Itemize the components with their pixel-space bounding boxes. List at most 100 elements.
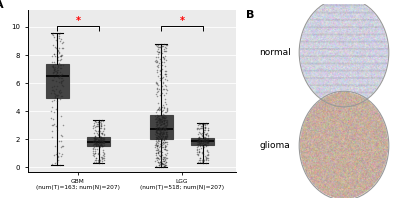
Point xyxy=(154,135,161,138)
Point xyxy=(94,138,101,141)
Point xyxy=(58,63,64,66)
Point xyxy=(162,100,168,104)
Point xyxy=(154,128,160,132)
Point xyxy=(97,138,104,141)
Point xyxy=(159,120,165,123)
Point xyxy=(164,140,170,144)
PathPatch shape xyxy=(46,64,68,98)
Point xyxy=(60,144,66,147)
Point xyxy=(153,143,159,146)
Point xyxy=(54,158,61,162)
Point xyxy=(160,122,167,125)
Point xyxy=(154,132,160,135)
Point xyxy=(94,122,100,125)
Point xyxy=(202,143,208,146)
Point xyxy=(95,130,102,133)
Point xyxy=(154,134,160,137)
Point xyxy=(201,137,208,140)
Point xyxy=(99,132,106,135)
Point xyxy=(163,49,169,53)
Point xyxy=(154,139,161,143)
Point xyxy=(156,121,162,124)
Point xyxy=(196,144,203,147)
Point xyxy=(100,137,106,140)
Point xyxy=(159,115,165,118)
Point xyxy=(91,153,97,156)
Point xyxy=(49,55,56,58)
Point xyxy=(55,58,62,61)
Point xyxy=(154,148,161,152)
Point xyxy=(158,123,165,127)
Point xyxy=(163,69,169,72)
Point xyxy=(194,147,200,150)
Point xyxy=(60,123,66,127)
Point xyxy=(154,60,160,64)
Point xyxy=(197,141,204,145)
Point xyxy=(153,58,160,61)
Point xyxy=(100,129,106,133)
Point xyxy=(161,107,167,110)
Point xyxy=(157,69,163,72)
Point xyxy=(157,135,163,138)
Point xyxy=(196,147,203,150)
Point xyxy=(194,143,200,146)
Point xyxy=(197,123,204,126)
Point xyxy=(92,145,99,148)
Point xyxy=(160,134,166,137)
Point xyxy=(98,137,104,140)
Point xyxy=(202,128,208,131)
Point xyxy=(160,56,166,59)
Point xyxy=(156,163,162,166)
Point xyxy=(97,143,104,146)
Point xyxy=(160,155,166,158)
Point xyxy=(161,128,168,131)
Point xyxy=(59,72,65,75)
Point xyxy=(96,134,103,137)
Point xyxy=(159,161,165,164)
Point xyxy=(160,125,166,129)
Text: B: B xyxy=(246,10,255,20)
Point xyxy=(96,160,102,163)
Point xyxy=(94,120,101,123)
Point xyxy=(157,121,164,124)
Point xyxy=(100,120,106,123)
Point xyxy=(162,144,168,147)
Point xyxy=(161,47,167,50)
Point xyxy=(95,142,102,145)
Point xyxy=(154,70,160,73)
Point xyxy=(160,131,167,134)
Point xyxy=(91,121,97,124)
Point xyxy=(157,163,164,166)
Point xyxy=(156,117,162,121)
Point xyxy=(162,127,168,130)
Point xyxy=(56,37,62,40)
Point xyxy=(50,84,57,87)
Point xyxy=(155,139,161,142)
Point xyxy=(164,108,170,112)
Point xyxy=(162,133,169,136)
Point xyxy=(49,89,56,92)
Point xyxy=(160,134,167,137)
Point xyxy=(158,119,165,123)
Point xyxy=(161,148,168,151)
Point xyxy=(156,120,162,123)
Point xyxy=(198,123,205,126)
Point xyxy=(50,118,56,121)
Point xyxy=(99,157,106,160)
Point xyxy=(158,63,164,66)
Point xyxy=(54,71,60,74)
Point xyxy=(156,126,162,129)
Point xyxy=(160,114,167,117)
Point xyxy=(153,135,160,139)
Point xyxy=(155,148,161,151)
Point xyxy=(163,72,170,75)
Point xyxy=(163,153,169,156)
Point xyxy=(56,80,62,83)
Point xyxy=(163,125,170,128)
Point xyxy=(164,149,170,152)
Point xyxy=(100,139,106,142)
Point xyxy=(54,93,60,96)
Point xyxy=(157,118,164,121)
Point xyxy=(49,64,55,67)
Point xyxy=(55,64,62,68)
